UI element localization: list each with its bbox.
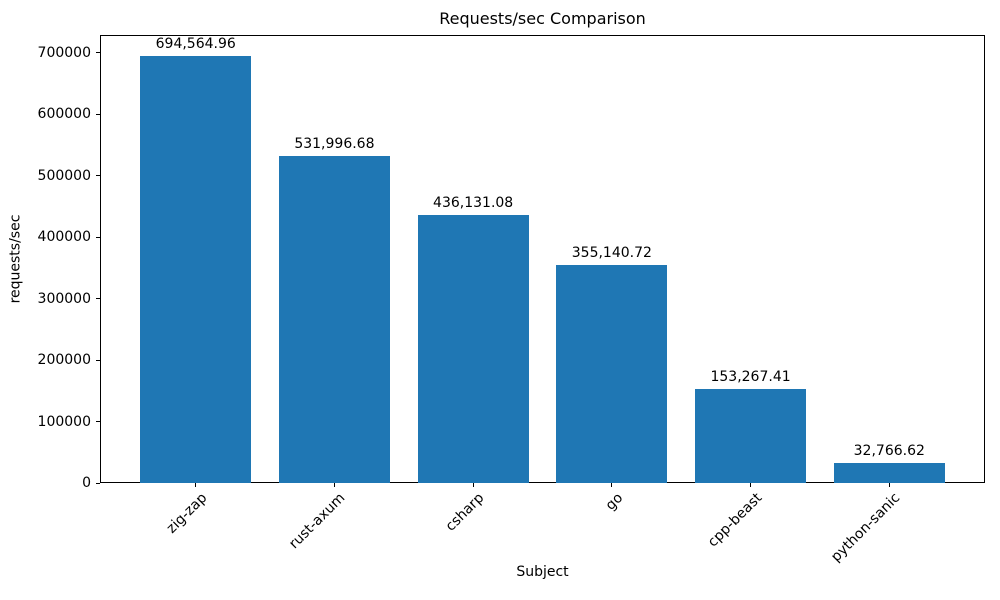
y-tick-label: 100000 [37,413,91,430]
x-tick-mark [195,483,197,487]
bar-value-label: 531,996.68 [294,136,375,153]
y-tick-mark [96,298,100,300]
y-tick-label: 400000 [37,229,91,246]
y-tick-label: 600000 [37,106,91,123]
bar-value-label: 355,140.72 [571,244,652,261]
x-tick-label: csharp [442,490,488,535]
x-tick-mark [333,483,335,487]
x-axis-label: Subject [516,564,569,580]
y-tick-mark [96,482,100,484]
x-tick-label: python-sanic [828,490,904,566]
y-tick-label: 0 [82,475,91,491]
bar-value-label: 32,766.62 [853,442,925,459]
bar-zig-zap [140,56,252,483]
y-tick-mark [96,113,100,115]
x-tick-label: cpp-beast [704,490,765,551]
y-tick-mark [96,421,100,423]
x-tick-label: zig-zap [163,490,211,537]
bar-go [556,264,668,483]
bar-python-sanic [833,462,945,483]
x-tick-label: go [602,490,627,514]
y-tick-mark [96,359,100,361]
bar-value-label: 436,131.08 [433,195,514,212]
y-tick-label: 500000 [37,167,91,184]
x-tick-mark [611,483,613,487]
y-tick-label: 700000 [37,44,91,61]
bar-cpp-beast [695,388,807,483]
y-tick-mark [96,52,100,54]
x-tick-mark [472,483,474,487]
x-tick-label: rust-axum [286,490,349,553]
chart-title: Requests/sec Comparison [439,9,646,28]
x-tick-mark [750,483,752,487]
bar-value-label: 153,267.41 [710,368,791,385]
bar-value-label: 694,564.96 [155,36,236,53]
y-tick-label: 200000 [37,352,91,369]
bar-csharp [417,215,529,483]
bar-rust-axum [278,156,390,483]
x-tick-mark [888,483,890,487]
y-tick-mark [96,236,100,238]
y-tick-label: 300000 [37,290,91,307]
plot-area: 694,564.96 531,996.68 436,131.08 355,140.72… [100,35,985,483]
y-tick-mark [96,175,100,177]
